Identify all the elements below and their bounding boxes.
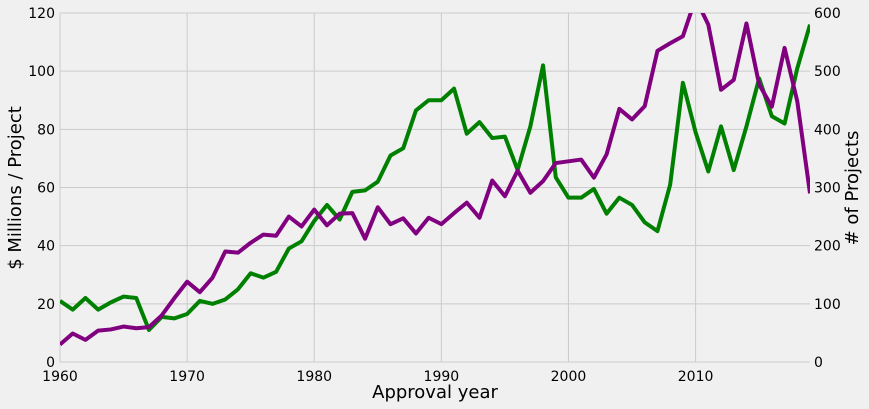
x-tick-label: 1980 bbox=[296, 369, 332, 385]
tick-labels: 1960 1970 1980 1990 2000 2010 0 20 40 60 80 100 120 0… bbox=[28, 6, 840, 385]
x-tick-label: 1970 bbox=[169, 369, 205, 385]
left-y-tick-label: 40 bbox=[37, 239, 55, 255]
left-y-tick-label: 60 bbox=[37, 181, 55, 197]
right-y-tick-label: 400 bbox=[814, 122, 841, 138]
project-count-line bbox=[60, 13, 810, 347]
right-y-axis-label: # of Projects bbox=[842, 131, 863, 246]
x-tick-label: 2000 bbox=[551, 369, 587, 385]
right-y-tick-label: 300 bbox=[814, 181, 841, 197]
x-tick-label: 1990 bbox=[424, 369, 460, 385]
left-y-axis-label: $ Millions / Project bbox=[5, 106, 26, 270]
right-y-tick-label: 200 bbox=[814, 239, 841, 255]
x-tick-label: 1960 bbox=[42, 369, 78, 385]
series-lines bbox=[60, 13, 810, 347]
left-y-tick-label: 120 bbox=[28, 6, 55, 22]
right-y-tick-label: 600 bbox=[814, 6, 841, 22]
x-tick-label: 2010 bbox=[678, 369, 714, 385]
left-y-tick-label: 0 bbox=[46, 355, 55, 371]
right-y-tick-label: 500 bbox=[814, 64, 841, 80]
right-y-tick-label: 100 bbox=[814, 297, 841, 313]
right-y-tick-label: 0 bbox=[814, 355, 823, 371]
x-axis-label: Approval year bbox=[372, 382, 498, 403]
grid bbox=[59, 12, 810, 363]
millions-per-project-line bbox=[60, 24, 810, 333]
left-y-tick-label: 20 bbox=[37, 297, 55, 313]
left-y-tick-label: 100 bbox=[28, 64, 55, 80]
left-y-tick-label: 80 bbox=[37, 122, 55, 138]
